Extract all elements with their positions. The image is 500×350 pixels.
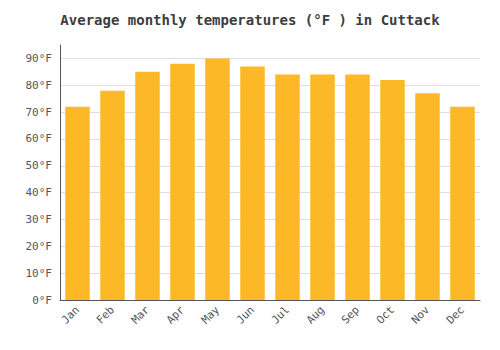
svg-text:Jan: Jan (59, 303, 82, 326)
svg-text:Average monthly temperatures (: Average monthly temperatures (°F ) in Cu… (60, 12, 440, 28)
svg-text:30°F: 30°F (26, 213, 53, 226)
svg-text:80°F: 80°F (26, 79, 53, 92)
svg-text:Apr: Apr (164, 303, 187, 326)
svg-text:Dec: Dec (444, 303, 467, 326)
svg-text:0°F: 0°F (32, 294, 52, 307)
svg-text:10°F: 10°F (26, 267, 53, 280)
svg-text:40°F: 40°F (26, 186, 53, 199)
svg-text:Jul: Jul (269, 303, 292, 326)
svg-text:Sep: Sep (339, 303, 362, 326)
svg-text:Aug: Aug (304, 303, 327, 326)
svg-text:Mar: Mar (129, 303, 152, 326)
svg-text:May: May (199, 303, 222, 326)
svg-text:60°F: 60°F (26, 132, 53, 145)
svg-text:70°F: 70°F (26, 106, 53, 119)
svg-text:Nov: Nov (409, 303, 432, 326)
svg-text:50°F: 50°F (26, 159, 53, 172)
svg-text:Feb: Feb (94, 303, 117, 326)
svg-text:Jun: Jun (234, 303, 257, 326)
svg-text:90°F: 90°F (26, 52, 53, 65)
svg-text:Oct: Oct (374, 303, 397, 326)
svg-text:20°F: 20°F (26, 240, 53, 253)
